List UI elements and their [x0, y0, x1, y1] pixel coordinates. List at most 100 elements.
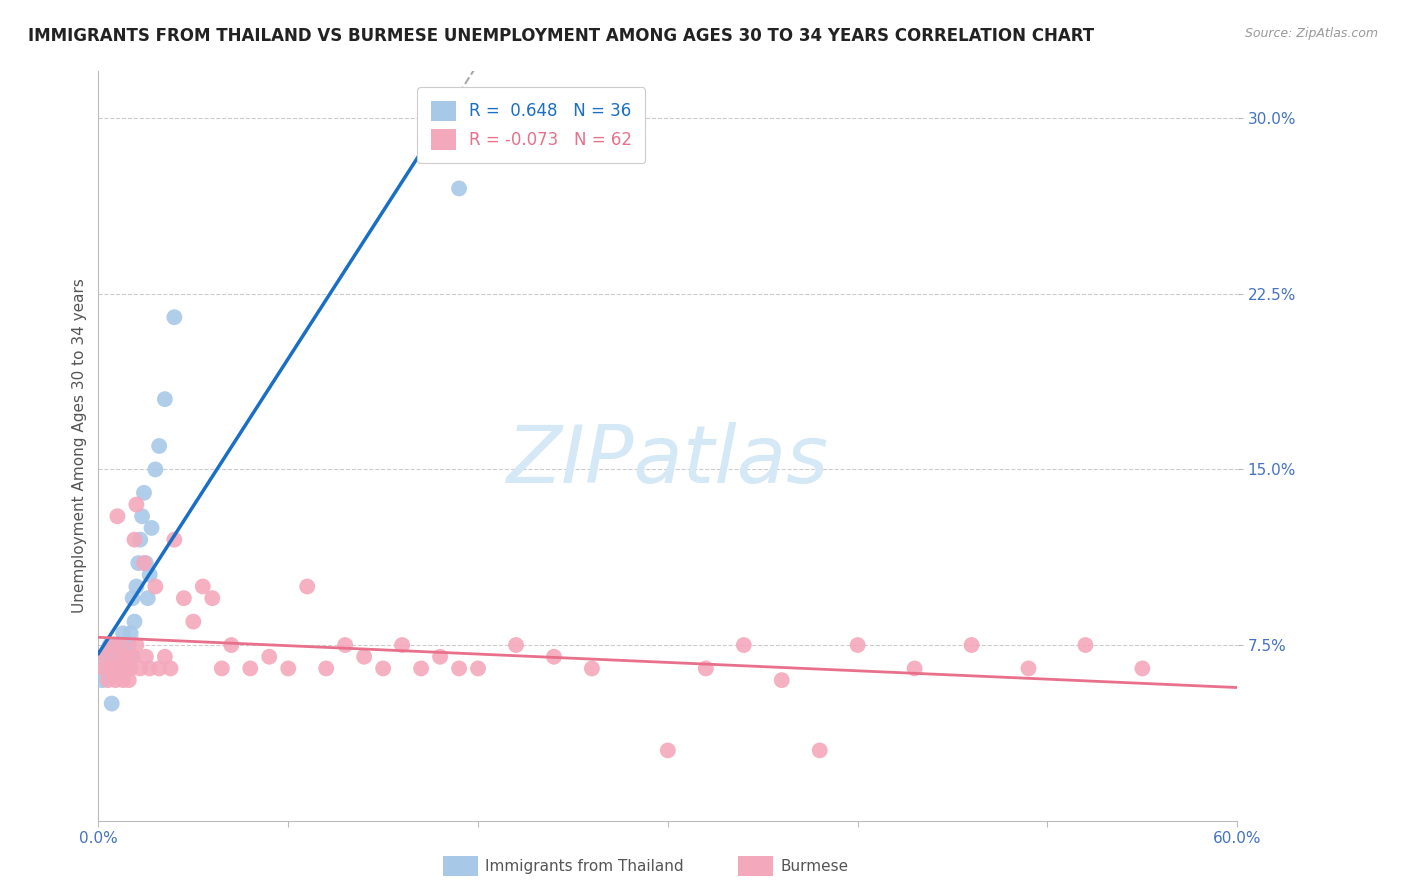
Point [129, 533, 152, 547]
Point [110, 661, 132, 675]
Point [107, 649, 129, 664]
Point [145, 580, 167, 594]
Point [127, 556, 149, 570]
Point [201, 591, 224, 606]
Point [121, 649, 143, 664]
Point [183, 615, 205, 629]
Point [846, 638, 869, 652]
Point [94, 649, 117, 664]
Point [173, 591, 195, 606]
FancyBboxPatch shape [738, 856, 773, 876]
Point [353, 649, 375, 664]
Point [112, 626, 135, 640]
Text: IMMIGRANTS FROM THAILAND VS BURMESE UNEMPLOYMENT AMONG AGES 30 TO 34 YEARS CORRE: IMMIGRANTS FROM THAILAND VS BURMESE UNEM… [28, 27, 1094, 45]
Point [657, 743, 679, 757]
Point [107, 509, 129, 524]
Point [124, 615, 146, 629]
Point [125, 498, 148, 512]
Point [1018, 661, 1040, 675]
Point [467, 661, 489, 675]
Point [335, 638, 357, 652]
Point [153, 392, 176, 407]
Point [733, 638, 755, 652]
Point [770, 673, 793, 688]
Point [543, 649, 565, 664]
Point [94, 649, 117, 664]
Point [107, 661, 129, 675]
Point [808, 743, 831, 757]
Point [505, 638, 527, 652]
Point [93, 661, 115, 675]
Point [148, 661, 170, 675]
Point [371, 661, 394, 675]
FancyBboxPatch shape [443, 856, 478, 876]
Point [118, 638, 141, 652]
Text: Immigrants from Thailand: Immigrants from Thailand [485, 859, 683, 873]
Point [581, 661, 603, 675]
Point [103, 661, 125, 675]
Point [153, 649, 176, 664]
Point [145, 462, 167, 476]
Text: Burmese: Burmese [780, 859, 848, 873]
Point [108, 649, 131, 664]
Point [125, 638, 148, 652]
Point [103, 661, 125, 675]
Point [315, 661, 337, 675]
Point [449, 181, 471, 195]
Point [100, 638, 122, 652]
Point [163, 310, 186, 325]
Point [138, 567, 160, 582]
Point [159, 661, 181, 675]
Point [131, 509, 153, 524]
Point [104, 649, 127, 664]
Point [118, 673, 141, 688]
Point [112, 673, 135, 688]
Point [129, 661, 152, 675]
Point [411, 661, 433, 675]
Point [98, 638, 121, 652]
Legend: R =  0.648   N = 36, R = -0.073   N = 62: R = 0.648 N = 36, R = -0.073 N = 62 [418, 87, 645, 163]
Point [112, 649, 135, 664]
Point [91, 673, 114, 688]
Point [449, 661, 471, 675]
Point [904, 661, 927, 675]
Point [1074, 638, 1097, 652]
Point [259, 649, 281, 664]
Point [110, 638, 132, 652]
Point [98, 661, 121, 675]
Point [104, 673, 127, 688]
Point [1132, 661, 1154, 675]
Point [141, 521, 163, 535]
Point [115, 649, 138, 664]
Point [115, 649, 138, 664]
Point [211, 661, 233, 675]
Point [125, 580, 148, 594]
Point [163, 533, 186, 547]
Point [118, 661, 141, 675]
Text: ZIPatlas: ZIPatlas [506, 422, 830, 500]
Point [124, 533, 146, 547]
Point [239, 661, 262, 675]
Point [277, 661, 299, 675]
Y-axis label: Unemployment Among Ages 30 to 34 years: Unemployment Among Ages 30 to 34 years [72, 278, 87, 614]
Point [135, 649, 157, 664]
Point [429, 649, 451, 664]
Point [120, 661, 142, 675]
Point [132, 485, 155, 500]
Point [108, 638, 131, 652]
Point [135, 556, 157, 570]
Point [297, 580, 319, 594]
Point [391, 638, 413, 652]
Point [121, 591, 143, 606]
Point [100, 697, 122, 711]
Point [148, 439, 170, 453]
Point [93, 661, 115, 675]
Point [138, 661, 160, 675]
Point [132, 556, 155, 570]
Point [97, 673, 120, 688]
Text: Source: ZipAtlas.com: Source: ZipAtlas.com [1244, 27, 1378, 40]
Point [120, 626, 142, 640]
Point [115, 638, 138, 652]
Point [221, 638, 243, 652]
Point [191, 580, 214, 594]
